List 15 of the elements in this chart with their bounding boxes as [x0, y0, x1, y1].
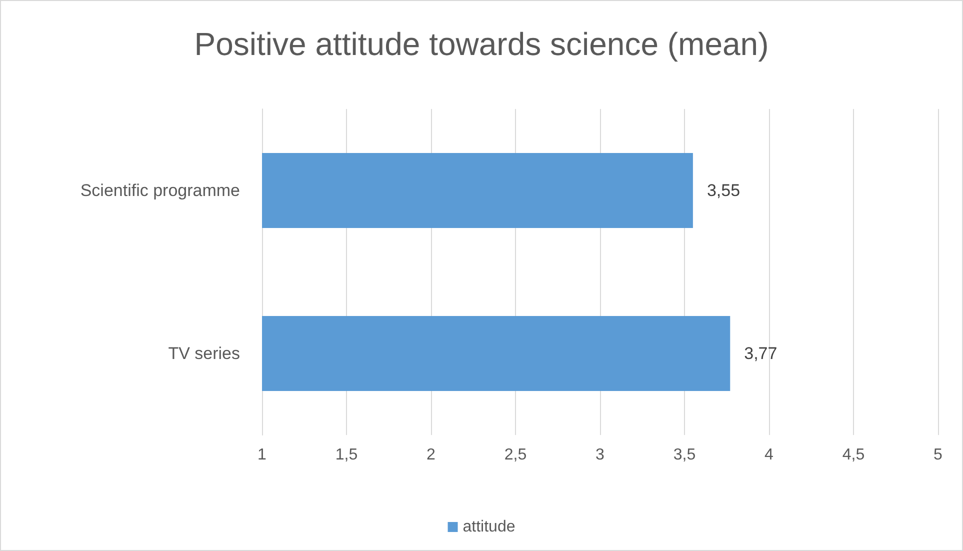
- x-tick-label: 1: [258, 446, 267, 464]
- data-label: 3,77: [744, 344, 778, 363]
- y-tick-label: TV series: [168, 344, 240, 363]
- x-tick-label: 2: [426, 446, 436, 464]
- x-tick-label: 3: [596, 446, 605, 464]
- x-tick-label: 4,5: [842, 446, 865, 464]
- x-tick-label: 2,5: [504, 446, 527, 464]
- x-tick-label: 5: [934, 446, 943, 464]
- x-tick-label: 3,5: [673, 446, 696, 464]
- x-tick-label: 4: [764, 446, 774, 464]
- data-label: 3,55: [706, 181, 740, 200]
- x-tick-label: 1,5: [335, 446, 358, 464]
- chart-title: Positive attitude towards science (mean): [194, 26, 769, 62]
- y-tick-label: Scientific programme: [80, 181, 240, 200]
- legend-label: attitude: [462, 518, 516, 536]
